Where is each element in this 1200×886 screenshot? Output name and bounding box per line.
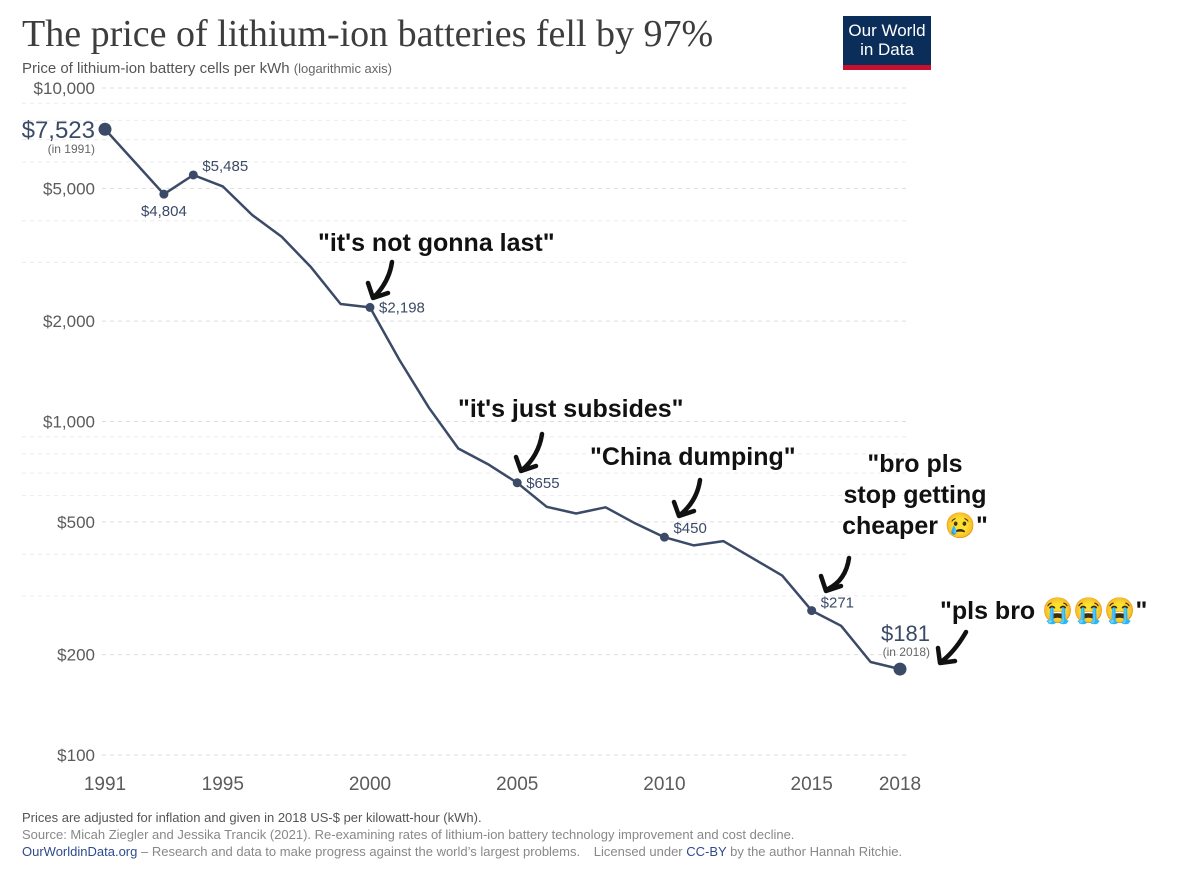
owid-logo[interactable]: Our World in Data (843, 16, 931, 70)
subtitle-text: Price of lithium-ion battery cells per k… (22, 60, 290, 77)
annotation-arrow (818, 555, 852, 594)
footer-credits: OurWorldinData.org – Research and data t… (22, 844, 902, 859)
data-label: $181 (881, 621, 930, 646)
y-tick-label: $500 (57, 513, 95, 532)
annotation-arrow (365, 259, 395, 301)
data-point (512, 478, 522, 488)
y-tick-label: $2,000 (43, 312, 95, 331)
license-pre: Licensed under (593, 844, 683, 859)
data-sublabel: (in 1991) (48, 142, 95, 156)
chart-subtitle: Price of lithium-ion battery cells per k… (22, 60, 392, 77)
x-tick-label: 2000 (349, 774, 391, 795)
x-tick-label: 2010 (643, 774, 685, 795)
footer-source: Source: Micah Ziegler and Jessika Tranci… (22, 827, 795, 842)
line-chart: $10,000 $5,000 $2,000 $1,000 $500 $200 $100 199… (22, 79, 1148, 795)
data-label: $4,804 (141, 203, 187, 220)
x-tick-label: 2005 (496, 774, 538, 795)
y-tick-label: $200 (57, 646, 95, 665)
annotation-line: cheaper 😢" (842, 512, 988, 540)
footer-note: Prices are adjusted for inflation and gi… (22, 810, 482, 825)
chart-title: The price of lithium-ion batteries fell … (22, 13, 714, 55)
x-tick-label: 2018 (879, 774, 921, 795)
data-point (98, 122, 112, 136)
data-point (659, 532, 669, 542)
y-tick-label: $100 (57, 746, 95, 765)
data-label: $450 (673, 520, 706, 537)
annotation-arrow (513, 431, 545, 474)
license-post: by the author Hannah Ritchie. (730, 844, 903, 859)
annotation-line: "bro pls (867, 450, 962, 478)
data-label: $5,485 (202, 158, 248, 175)
data-label: $271 (821, 595, 854, 612)
license-link[interactable]: CC-BY (686, 844, 727, 859)
y-tick-label: $10,000 (34, 79, 95, 98)
owid-link[interactable]: OurWorldinData.org (22, 844, 138, 859)
site-description: – Research and data to make progress aga… (141, 844, 581, 859)
annotation-text: "it's just subsides" (458, 395, 684, 423)
data-sublabel: (in 2018) (883, 645, 930, 659)
annotation-line: stop getting (843, 481, 986, 509)
data-point (159, 189, 169, 199)
data-label: $7,523 (22, 117, 95, 144)
subtitle-note: (logarithmic axis) (293, 61, 393, 76)
data-point (188, 170, 198, 180)
x-tick-label: 2015 (791, 774, 833, 795)
x-tick-label: 1995 (202, 774, 244, 795)
annotation-text: "bro pls stop getting cheaper 😢" (842, 450, 988, 540)
y-tick-label: $5,000 (43, 179, 95, 198)
data-label: $2,198 (379, 299, 425, 316)
data-label: $655 (526, 475, 559, 492)
annotation-text: "it's not gonna last" (318, 229, 555, 257)
logo-line-2: in Data (860, 40, 914, 59)
annotation-text: "China dumping" (590, 443, 796, 471)
data-point (807, 606, 817, 616)
x-tick-label: 1991 (84, 774, 126, 795)
logo-line-1: Our World (848, 21, 926, 40)
annotation-text: "pls bro 😭😭😭" (940, 597, 1147, 625)
data-point (365, 302, 375, 312)
data-point (893, 662, 907, 676)
annotation-arrow (935, 629, 969, 666)
annotation-arrow (671, 477, 703, 519)
y-tick-label: $1,000 (43, 413, 95, 432)
